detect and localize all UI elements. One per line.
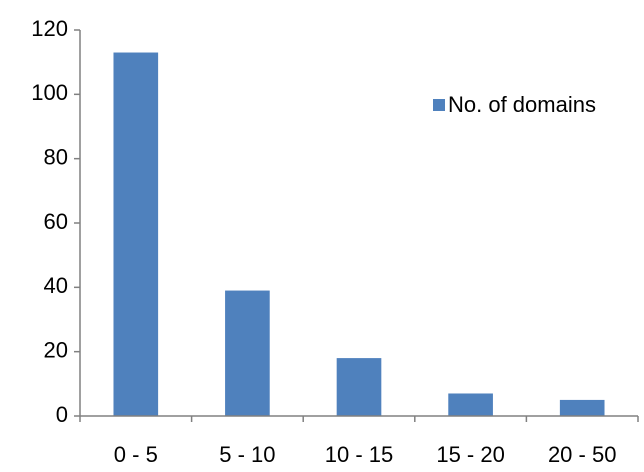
y-tick-label: 80 [44, 144, 68, 169]
y-tick-label: 100 [31, 80, 68, 105]
legend: No. of domains [433, 92, 596, 117]
x-tick-label: 15 - 20 [436, 442, 505, 467]
x-tick-label: 20 - 50 [548, 442, 617, 467]
x-tick-label: 5 - 10 [219, 442, 275, 467]
x-tick-label: 0 - 5 [114, 442, 158, 467]
y-tick-label: 0 [56, 402, 68, 427]
y-tick-label: 60 [44, 209, 68, 234]
y-axis-ticks [74, 29, 80, 417]
bar [559, 399, 605, 416]
bars [113, 52, 605, 417]
bar [448, 393, 493, 416]
bar [113, 52, 159, 417]
x-tick-label: 10 - 15 [325, 442, 394, 467]
x-axis-tick-labels: 0 - 5 5 - 10 10 - 15 15 - 20 20 - 50 [114, 442, 617, 467]
y-tick-label: 20 [44, 337, 68, 362]
legend-swatch [433, 99, 445, 111]
bar [336, 358, 382, 416]
y-axis-tick-labels: 0 20 40 60 80 100 120 [31, 16, 68, 427]
bar [225, 290, 270, 416]
y-tick-label: 40 [44, 273, 68, 298]
y-tick-label: 120 [31, 16, 68, 41]
x-axis-ticks [79, 416, 639, 422]
legend-label: No. of domains [448, 92, 596, 117]
